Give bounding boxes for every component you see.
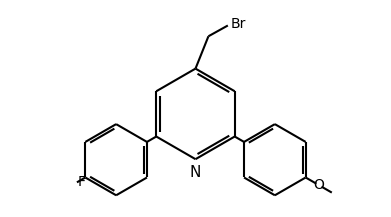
Text: F: F	[77, 175, 86, 189]
Text: O: O	[313, 178, 324, 192]
Text: Br: Br	[231, 17, 246, 31]
Text: N: N	[190, 164, 201, 179]
